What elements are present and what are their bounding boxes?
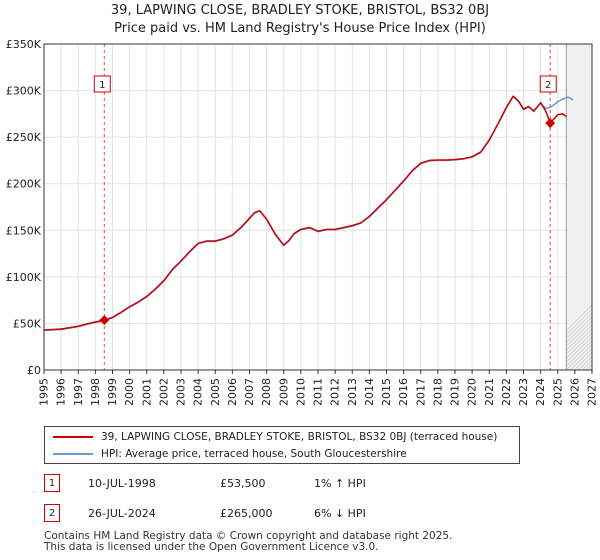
x-axis: 1995 1996 1997 1998 1999 2000 2001 2002 2003 2004… (38, 370, 599, 406)
forecast-hatch (566, 312, 592, 339)
x-tick-label: 2019 (449, 378, 462, 406)
chart-subtitle: Price paid vs. HM Land Registry's House … (114, 21, 486, 36)
sale-label-box (539, 75, 557, 93)
sale-date: 26-JUL-2024 (88, 507, 156, 520)
sale-price: £53,500 (220, 477, 266, 490)
plot-border (43, 43, 593, 371)
x-tick-label: 2016 (397, 378, 410, 406)
sale-label-box (93, 75, 111, 93)
x-tick-label: 2022 (500, 378, 513, 406)
x-tick-label: 2023 (517, 378, 530, 406)
x-tick-label: 1996 (55, 378, 68, 406)
x-tick-label: 1997 (72, 378, 85, 406)
x-tick-label: 2001 (140, 378, 153, 406)
x-tick-label: 1999 (106, 378, 119, 406)
x-tick-label: 2002 (157, 378, 170, 406)
x-tick-label: 2004 (192, 378, 205, 406)
x-tick-label: 2011 (312, 378, 325, 406)
x-tick-label: 2009 (277, 378, 290, 406)
x-tick-label: 2000 (123, 378, 136, 406)
sale-hpi-diff: 1% ↑ HPI (314, 477, 366, 490)
forecast-band (565, 44, 600, 370)
chart-series (43, 95, 574, 332)
x-tick-label: 2013 (346, 378, 359, 406)
legend-swatch-property (53, 436, 93, 438)
sale-marker-lines (103, 44, 551, 370)
chart-legend: 39, LAPWING CLOSE, BRADLEY STOKE, BRISTO… (44, 426, 520, 464)
x-tick-label: 2010 (294, 378, 307, 406)
x-tick-label: 2015 (380, 378, 393, 406)
x-tick-label: 2021 (483, 378, 496, 406)
footer-license: This data is licensed under the Open Gov… (44, 541, 379, 553)
chart-grid (43, 43, 593, 371)
chart-title: 39, LAPWING CLOSE, BRADLEY STOKE, BRISTO… (110, 3, 490, 18)
footer: Contains HM Land Registry data © Crown c… (44, 531, 452, 553)
sale-point (545, 118, 556, 129)
sale-date: 10-JUL-1998 (88, 477, 156, 490)
legend-swatch-hpi (53, 453, 93, 455)
forecast-hatch (566, 304, 592, 331)
sale-label-number: 2 (545, 80, 551, 91)
x-tick-label: 1998 (89, 378, 102, 406)
x-tick-label: 2018 (431, 378, 444, 406)
x-tick-label: 1995 (38, 378, 51, 406)
x-tick-label: 2025 (551, 378, 564, 406)
series-line-property (43, 95, 567, 331)
x-tick-label: 2007 (243, 378, 256, 406)
sale-price: £265,000 (220, 507, 273, 520)
x-tick-label: 2006 (226, 378, 239, 406)
x-tick-label: 2026 (568, 378, 581, 406)
footer-copyright: Contains HM Land Registry data © Crown c… (44, 530, 453, 542)
x-tick-label: 2020 (466, 378, 479, 406)
y-tick-label: £150K (6, 224, 42, 237)
legend-label-property: 39, LAPWING CLOSE, BRADLEY STOKE, BRISTO… (101, 431, 498, 443)
x-tick-label: 2014 (363, 378, 376, 406)
sale-hpi-diff: 6% ↓ HPI (314, 507, 366, 520)
chart-title-block: 39, LAPWING CLOSE, BRADLEY STOKE, BRISTO… (0, 2, 600, 38)
y-tick-label: £300K (6, 85, 42, 98)
x-tick-label: 2012 (329, 378, 342, 406)
y-tick-label: £100K (6, 271, 42, 284)
y-tick-label: £250K (6, 131, 42, 144)
sale-badge: 2 (44, 504, 60, 522)
x-tick-label: 2024 (534, 378, 547, 406)
sale-label-number: 1 (99, 80, 105, 91)
y-tick-label: £350K (6, 38, 42, 51)
x-tick-label: 2008 (260, 378, 273, 406)
y-axis: £0 £50K £100K £150K £200K £250K £300K £350K (6, 38, 42, 377)
sale-badge: 1 (44, 474, 60, 492)
x-tick-label: 2017 (414, 378, 427, 406)
x-tick-label: 2005 (209, 378, 222, 406)
sale-points (99, 118, 556, 326)
legend-label-hpi: HPI: Average price, terraced house, Sout… (101, 448, 407, 460)
y-tick-label: £0 (27, 364, 41, 377)
y-tick-label: £50K (13, 317, 42, 330)
y-tick-label: £200K (6, 178, 42, 191)
x-tick-label: 2027 (586, 378, 599, 406)
forecast-hatch (566, 308, 592, 335)
x-tick-label: 2003 (175, 378, 188, 406)
forecast-hatch (594, 44, 600, 370)
